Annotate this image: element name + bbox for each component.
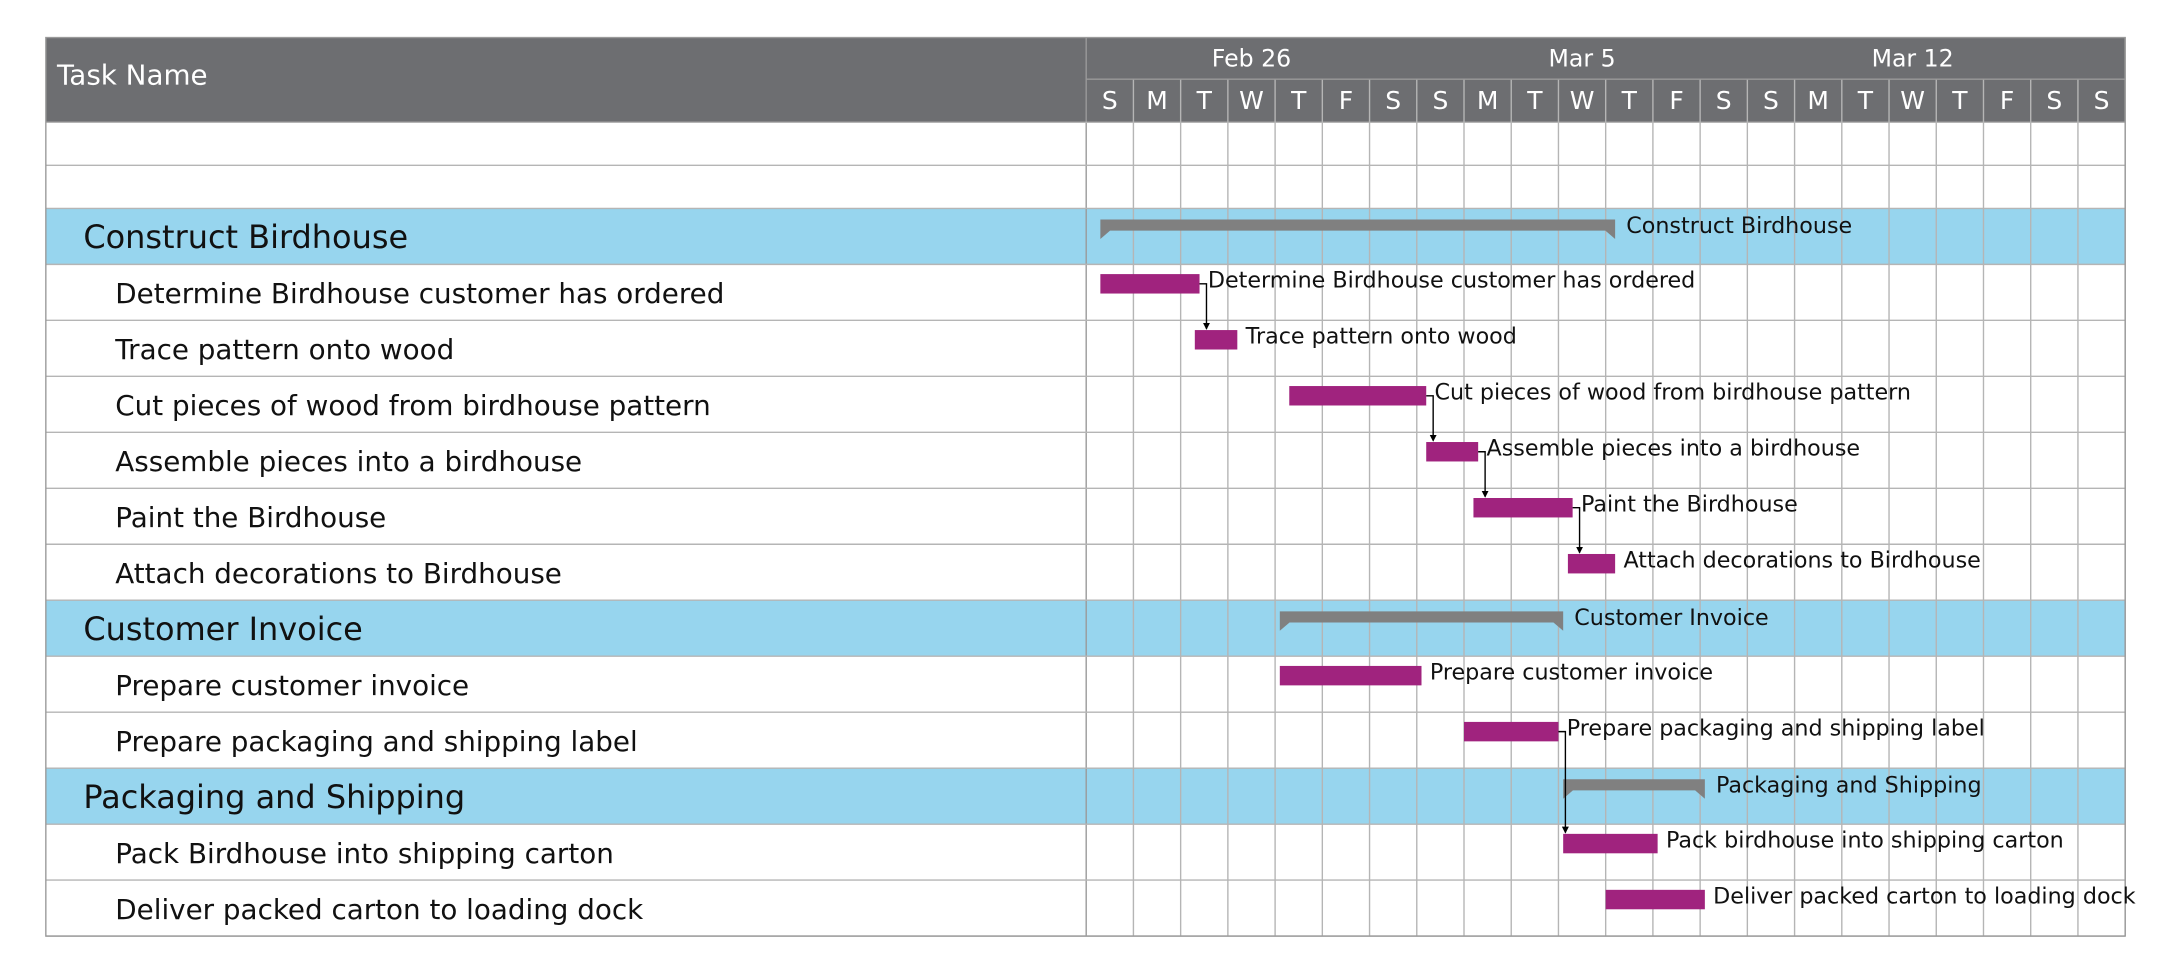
foreground-layer: Feb 26 Mar 5 Mar 12S M T W T F S S M T W T F S S M T W T F S SC… bbox=[83, 44, 2135, 926]
task-bar bbox=[1426, 442, 1479, 462]
day-label: T bbox=[1857, 86, 1874, 115]
task-bar bbox=[1194, 330, 1238, 350]
task-name: Attach decorations to Birdhouse bbox=[115, 557, 562, 590]
summary-row-bg bbox=[45, 768, 2126, 825]
task-bar bbox=[1100, 274, 1200, 294]
bar-label: Prepare customer invoice bbox=[1430, 659, 1713, 685]
task-bar bbox=[1563, 833, 1658, 854]
day-label: W bbox=[1900, 86, 1925, 115]
task-name: Pack Birdhouse into shipping carton bbox=[115, 837, 614, 870]
background-layer bbox=[45, 37, 2126, 825]
day-label: T bbox=[1951, 86, 1968, 115]
task-name: Prepare customer invoice bbox=[115, 669, 469, 702]
bar-label: Packaging and Shipping bbox=[1716, 773, 1982, 799]
day-label: W bbox=[1570, 86, 1595, 115]
task-bar bbox=[1605, 889, 1705, 910]
day-label: S bbox=[1385, 86, 1401, 115]
header-bg bbox=[45, 37, 2126, 123]
task-name: Assemble pieces into a birdhouse bbox=[115, 445, 582, 478]
day-label: S bbox=[2046, 86, 2062, 115]
day-label: F bbox=[1669, 86, 1683, 115]
day-label: T bbox=[1621, 86, 1638, 115]
bar-label: Cut pieces of wood from birdhouse patter… bbox=[1435, 379, 1911, 405]
week-label: Feb 26 bbox=[1212, 44, 1291, 72]
dependency-arrow bbox=[1199, 283, 1210, 330]
task-name: Paint the Birdhouse bbox=[115, 501, 386, 534]
day-label: T bbox=[1290, 86, 1307, 115]
dependency-arrow bbox=[1558, 730, 1569, 834]
grid-layer bbox=[45, 36, 2126, 937]
task-bar bbox=[1289, 386, 1427, 406]
bar-label: Trace pattern onto wood bbox=[1245, 324, 1517, 350]
bar-label: Customer Invoice bbox=[1574, 605, 1768, 631]
day-label: S bbox=[1102, 86, 1118, 115]
week-label: Mar 12 bbox=[1872, 44, 1954, 72]
bar-label: Assemble pieces into a birdhouse bbox=[1487, 435, 1861, 461]
header-title: Task Name bbox=[56, 58, 208, 91]
task-name: Cut pieces of wood from birdhouse patter… bbox=[115, 389, 710, 422]
dependency-arrow bbox=[1572, 507, 1584, 554]
day-label: F bbox=[2000, 86, 2014, 115]
bar-label: Attach decorations to Birdhouse bbox=[1623, 547, 1980, 573]
summary-row-bg bbox=[45, 600, 2126, 657]
bar-label: Pack birdhouse into shipping carton bbox=[1666, 827, 2064, 853]
day-label: S bbox=[2094, 86, 2110, 115]
summary-name: Packaging and Shipping bbox=[83, 778, 465, 816]
table-border bbox=[45, 36, 2126, 937]
bar-label: Paint the Birdhouse bbox=[1581, 491, 1798, 517]
task-name: Trace pattern onto wood bbox=[114, 333, 454, 366]
day-label: T bbox=[1526, 86, 1543, 115]
summary-bar bbox=[1563, 779, 1705, 799]
day-label: M bbox=[1146, 86, 1168, 115]
day-label: T bbox=[1196, 86, 1213, 115]
day-label: S bbox=[1716, 86, 1732, 115]
day-label: M bbox=[1477, 86, 1499, 115]
dependency-arrow bbox=[1426, 395, 1437, 442]
bar-label: Determine Birdhouse customer has ordered bbox=[1208, 268, 1695, 294]
summary-row-bg bbox=[45, 208, 2126, 265]
summary-name: Customer Invoice bbox=[83, 610, 362, 648]
task-name: Deliver packed carton to loading dock bbox=[115, 893, 643, 926]
task-name: Determine Birdhouse customer has ordered bbox=[115, 277, 724, 310]
task-bar bbox=[1279, 665, 1422, 686]
summary-name: Construct Birdhouse bbox=[83, 218, 408, 256]
week-label: Mar 5 bbox=[1549, 44, 1616, 72]
summary-bar bbox=[1100, 219, 1616, 239]
day-label: W bbox=[1239, 86, 1264, 115]
task-bar bbox=[1464, 721, 1559, 742]
dependency-arrow bbox=[1478, 451, 1489, 498]
day-label: S bbox=[1763, 86, 1779, 115]
task-name: Prepare packaging and shipping label bbox=[115, 725, 637, 758]
day-label: F bbox=[1339, 86, 1353, 115]
day-label: M bbox=[1807, 86, 1829, 115]
bar-label: Construct Birdhouse bbox=[1626, 213, 1852, 239]
bar-label: Prepare packaging and shipping label bbox=[1567, 715, 1985, 741]
day-label: S bbox=[1432, 86, 1448, 115]
bar-label: Deliver packed carton to loading dock bbox=[1713, 883, 2136, 909]
summary-bar bbox=[1279, 611, 1564, 631]
task-bar bbox=[1567, 553, 1616, 574]
task-bar bbox=[1473, 498, 1573, 518]
